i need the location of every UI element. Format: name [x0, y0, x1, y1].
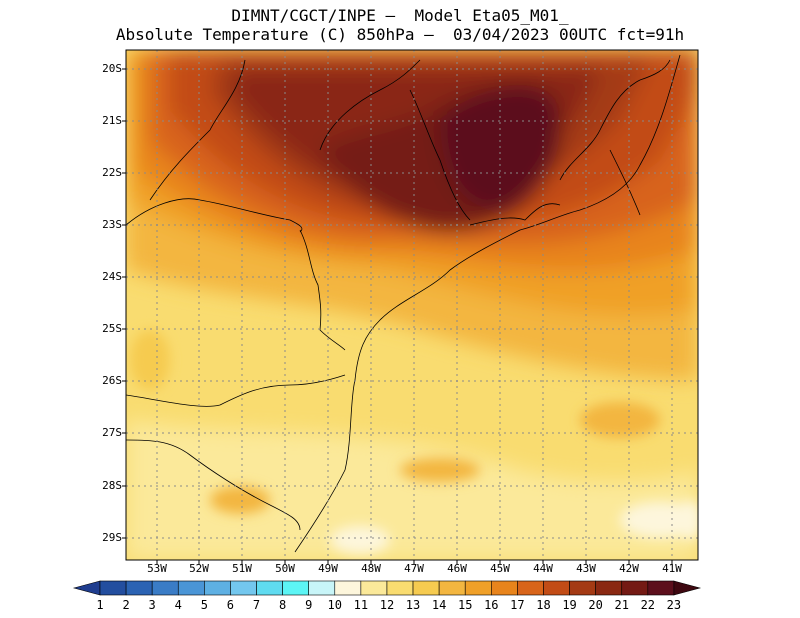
lon-label: 42W [619, 562, 639, 575]
lon-label: 45W [490, 562, 510, 575]
colorbar-swatch [256, 580, 283, 596]
colorbar-swatch [491, 580, 518, 596]
lon-label: 51W [232, 562, 252, 575]
colorbar-label: 1 [96, 598, 104, 612]
colorbar-swatch [647, 580, 675, 596]
colorbar-swatch [360, 580, 388, 596]
colorbar-label: 7 [252, 598, 261, 612]
colorbar-swatch [386, 580, 414, 596]
lat-label: 26S [102, 374, 122, 387]
colorbar-swatch [569, 580, 596, 596]
colorbar-label: 13 [405, 598, 421, 612]
lat-label: 22S [102, 166, 122, 179]
lat-label: 28S [102, 479, 122, 492]
colorbar-label: 14 [431, 598, 447, 612]
colorbar-swatch [204, 580, 231, 596]
borders [126, 54, 681, 553]
lon-label: 44W [533, 562, 553, 575]
colorbar-right-arrow [673, 580, 702, 596]
lon-label: 49W [318, 562, 338, 575]
lat-label: 23S [102, 218, 122, 231]
lon-label: 50W [275, 562, 295, 575]
colorbar-label: 11 [353, 598, 369, 612]
colorbar-swatch [308, 580, 336, 596]
colorbar-swatch [543, 580, 570, 596]
lat-label: 25S [102, 322, 122, 335]
lon-label: 53W [147, 562, 167, 575]
colorbar-label: 21 [614, 598, 629, 612]
map-title-line1: DIMNT/CGCT/INPE – Model Eta05_M01_ [231, 6, 569, 25]
lat-label: 27S [102, 426, 122, 439]
lat-label: 29S [102, 531, 122, 544]
lon-label: 43W [576, 562, 596, 575]
lon-label: 47W [404, 562, 424, 575]
colorbar-swatch [99, 580, 127, 596]
colorbar [72, 580, 702, 596]
map-frame [125, 49, 699, 561]
colorbar-label: 8 [278, 598, 287, 612]
colorbar-swatch [595, 580, 623, 596]
lon-label: 48W [361, 562, 381, 575]
colorbar-label: 22 [640, 598, 656, 612]
colorbar-label: 12 [379, 598, 395, 612]
colorbar-label: 5 [200, 598, 208, 612]
colorbar-label: 2 [122, 598, 130, 612]
colorbar-swatch [334, 580, 362, 596]
colorbar-label: 10 [327, 598, 342, 612]
lon-label: 46W [447, 562, 467, 575]
colorbar-left-arrow [72, 580, 101, 596]
lat-label: 24S [102, 270, 122, 283]
colorbar-swatch [438, 580, 466, 596]
colorbar-label: 6 [226, 598, 235, 612]
colorbar-swatch [464, 580, 492, 596]
colorbar-swatch [412, 580, 440, 596]
colorbar-label: 20 [588, 598, 603, 612]
gridlines [126, 50, 698, 560]
lon-label: 52W [189, 562, 209, 575]
colorbar-label: 19 [562, 598, 577, 612]
lon-label: 41W [662, 562, 682, 575]
lat-label: 21S [102, 114, 122, 127]
colorbar-label: 4 [174, 598, 182, 612]
colorbar-swatch [230, 580, 257, 596]
colorbar-label: 9 [305, 598, 313, 612]
colorbar-swatch [621, 580, 649, 596]
colorbar-swatch [282, 580, 309, 596]
colorbar-swatch [151, 580, 179, 596]
colorbar-swatch [177, 580, 205, 596]
colorbar-label: 16 [484, 598, 499, 612]
ticks [122, 68, 673, 564]
colorbar-label: 23 [666, 598, 682, 612]
colorbar-label: 3 [148, 598, 156, 612]
colorbar-label: 17 [510, 598, 525, 612]
colorbar-label: 15 [457, 598, 473, 612]
colorbar-label: 18 [536, 598, 551, 612]
colorbar-swatch [517, 580, 544, 596]
map-title-line2: Absolute Temperature (C) 850hPa – 03/04/… [115, 25, 685, 44]
colorbar-swatch [125, 580, 153, 596]
lat-label: 20S [102, 62, 122, 75]
temperature-field [126, 50, 698, 560]
